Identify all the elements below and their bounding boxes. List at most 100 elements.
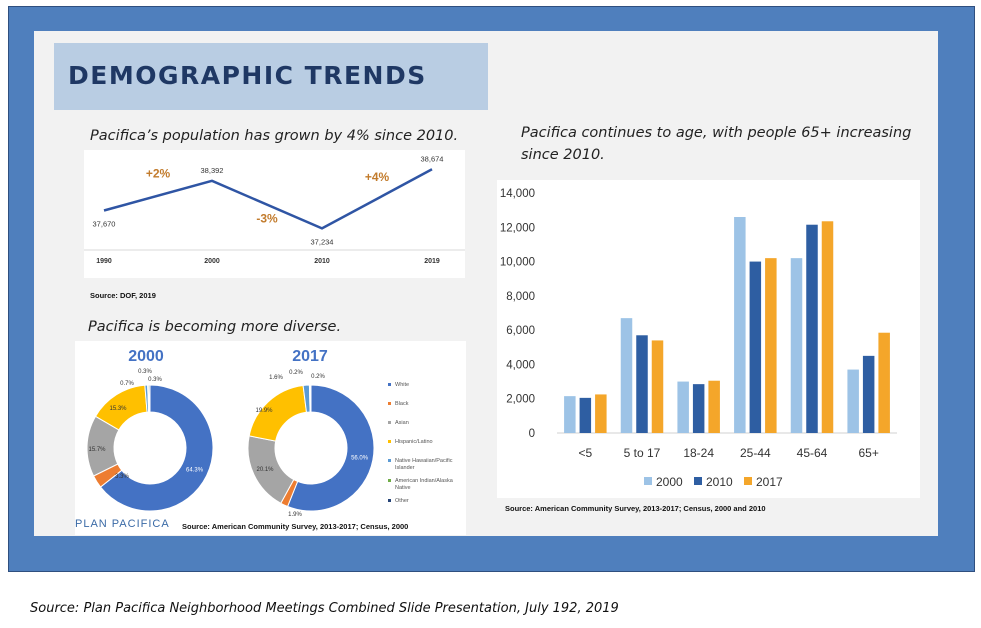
donut-slice-label: 1.9% — [288, 512, 302, 518]
legend-swatch — [388, 402, 391, 405]
donut-title: 2017 — [292, 348, 328, 365]
legend-swatch — [388, 479, 391, 482]
x-tick-label: 2000 — [204, 258, 220, 265]
bar-2017 — [765, 258, 777, 433]
change-annotation: +4% — [365, 170, 390, 184]
x-tick-label: 2019 — [424, 258, 440, 265]
population-series-line — [103, 168, 433, 230]
legend-swatch — [694, 477, 702, 485]
y-tick-label: 6,000 — [506, 325, 535, 337]
y-tick-label: 0 — [529, 428, 535, 440]
y-tick-label: 8,000 — [506, 291, 535, 303]
legend-label: Black — [395, 401, 409, 407]
population-line-chart: 37,670 38,392 37,234 38,674 1990 2000 2010 2019… — [84, 154, 465, 265]
age-source: Source: American Community Survey, 2013-… — [505, 504, 766, 513]
point-value-label: 37,670 — [93, 219, 116, 228]
donut-slice-label: 0.7% — [120, 381, 134, 387]
bar-2017 — [878, 332, 890, 433]
y-tick-label: 12,000 — [500, 222, 535, 234]
age-chart-panel: 0 2,000 4,000 6,000 8,000 10,000 12,000 14,000 <… — [497, 180, 920, 498]
point-value-label: 38,674 — [421, 154, 444, 163]
bar-2000 — [677, 381, 689, 433]
diversity-donut-charts: 2000 64.3% 3.3% 15.7% 15.3% 0.7% 0.3% 0.3% 2017 5… — [86, 348, 454, 518]
donut-slice-label: 19.9% — [255, 408, 273, 414]
bar-2000 — [564, 396, 576, 433]
donut-slice-label: 20.1% — [256, 467, 274, 473]
legend-label: Hispanic/Latino — [395, 439, 433, 445]
donut-slice — [148, 384, 151, 413]
bar-2017 — [595, 394, 607, 433]
donut-slice-label: 0.2% — [311, 374, 325, 380]
diversity-chart-panel: 2000 64.3% 3.3% 15.7% 15.3% 0.7% 0.3% 0.3% 2017 5… — [75, 341, 466, 535]
x-tick-label: 45-64 — [797, 446, 828, 460]
legend-label: American Indian/Alaska — [395, 478, 454, 484]
y-tick-label: 4,000 — [506, 359, 535, 371]
bar-2010 — [749, 261, 762, 433]
slide-title: DEMOGRAPHIC TRENDS — [68, 61, 427, 90]
bar-2000 — [790, 258, 803, 433]
bar-2017 — [821, 221, 834, 433]
legend-swatch — [744, 477, 752, 485]
x-tick-label: 2010 — [314, 258, 330, 265]
legend-label: 2010 — [706, 475, 733, 489]
bar-2010 — [636, 335, 648, 433]
bar-2017 — [651, 340, 664, 433]
x-tick-label: <5 — [578, 446, 592, 460]
legend-swatch — [644, 477, 652, 485]
population-source: Source: DOF, 2019 — [90, 291, 156, 300]
bar-2000 — [847, 369, 859, 433]
legend-label: White — [395, 382, 409, 388]
change-annotation: -3% — [256, 212, 278, 226]
legend-swatch — [388, 421, 391, 424]
footer-source: Source: Plan Pacifica Neighborhood Meeti… — [30, 601, 619, 616]
legend-label: 2000 — [656, 475, 683, 489]
population-caption: Pacifica’s population has grown by 4% si… — [90, 128, 459, 144]
legend-label: Islander — [395, 465, 415, 471]
donut-slice-label: 15.3% — [109, 406, 127, 412]
bar-2017 — [708, 380, 720, 433]
legend-swatch — [388, 440, 391, 443]
title-banner: DEMOGRAPHIC TRENDS — [54, 43, 488, 110]
x-tick-label: 1990 — [96, 258, 112, 265]
brand-wordmark: PLAN PACIFICA — [75, 518, 170, 530]
donut-slice-label: 1.6% — [269, 375, 283, 381]
legend-label: 2017 — [756, 475, 783, 489]
donut-slice — [309, 384, 312, 413]
y-tick-label: 14,000 — [500, 188, 535, 200]
legend-label: Other — [395, 498, 409, 504]
x-tick-label: 18-24 — [683, 446, 714, 460]
donut-slice-label: 3.3% — [115, 474, 129, 480]
x-tick-label: 25-44 — [740, 446, 771, 460]
legend-label: Native — [395, 485, 411, 491]
x-tick-label: 65+ — [858, 446, 878, 460]
legend-label: Native Hawaiian/Pacific — [395, 458, 453, 464]
legend-swatch — [388, 459, 391, 462]
population-chart-panel: 37,670 38,392 37,234 38,674 1990 2000 2010 2019… — [84, 150, 465, 278]
age-bar-chart: 0 2,000 4,000 6,000 8,000 10,000 12,000 14,000 <… — [500, 188, 897, 489]
donut-slice — [99, 384, 214, 512]
bar-2010 — [862, 355, 875, 433]
donut-slice-label: 0.3% — [138, 369, 152, 375]
diversity-caption: Pacifica is becoming more diverse. — [88, 319, 342, 335]
donut-slice-label: 64.3% — [186, 468, 204, 474]
age-caption: Pacifica continues to age, with people 6… — [521, 125, 912, 163]
diversity-source: Source: American Community Survey, 2013-… — [182, 522, 409, 531]
legend-label: Asian — [395, 420, 409, 426]
bar-2010 — [692, 384, 705, 433]
change-annotation: +2% — [146, 167, 171, 181]
donut-slice — [286, 384, 375, 512]
point-value-label: 38,392 — [201, 166, 224, 175]
donut-slice-label: 56.0% — [351, 455, 369, 461]
x-tick-label: 5 to 17 — [624, 446, 661, 460]
legend-swatch — [388, 499, 391, 502]
bar-2010 — [579, 397, 592, 433]
donut-slice-label: 0.2% — [289, 370, 303, 376]
y-tick-label: 2,000 — [506, 394, 535, 406]
donut-slice-label: 15.7% — [88, 447, 106, 453]
bar-2000 — [620, 318, 633, 433]
y-tick-label: 10,000 — [500, 257, 535, 269]
bar-2000 — [734, 217, 746, 433]
point-value-label: 37,234 — [311, 237, 334, 246]
donut-slice-label: 0.3% — [148, 377, 162, 383]
legend-swatch — [388, 383, 391, 386]
